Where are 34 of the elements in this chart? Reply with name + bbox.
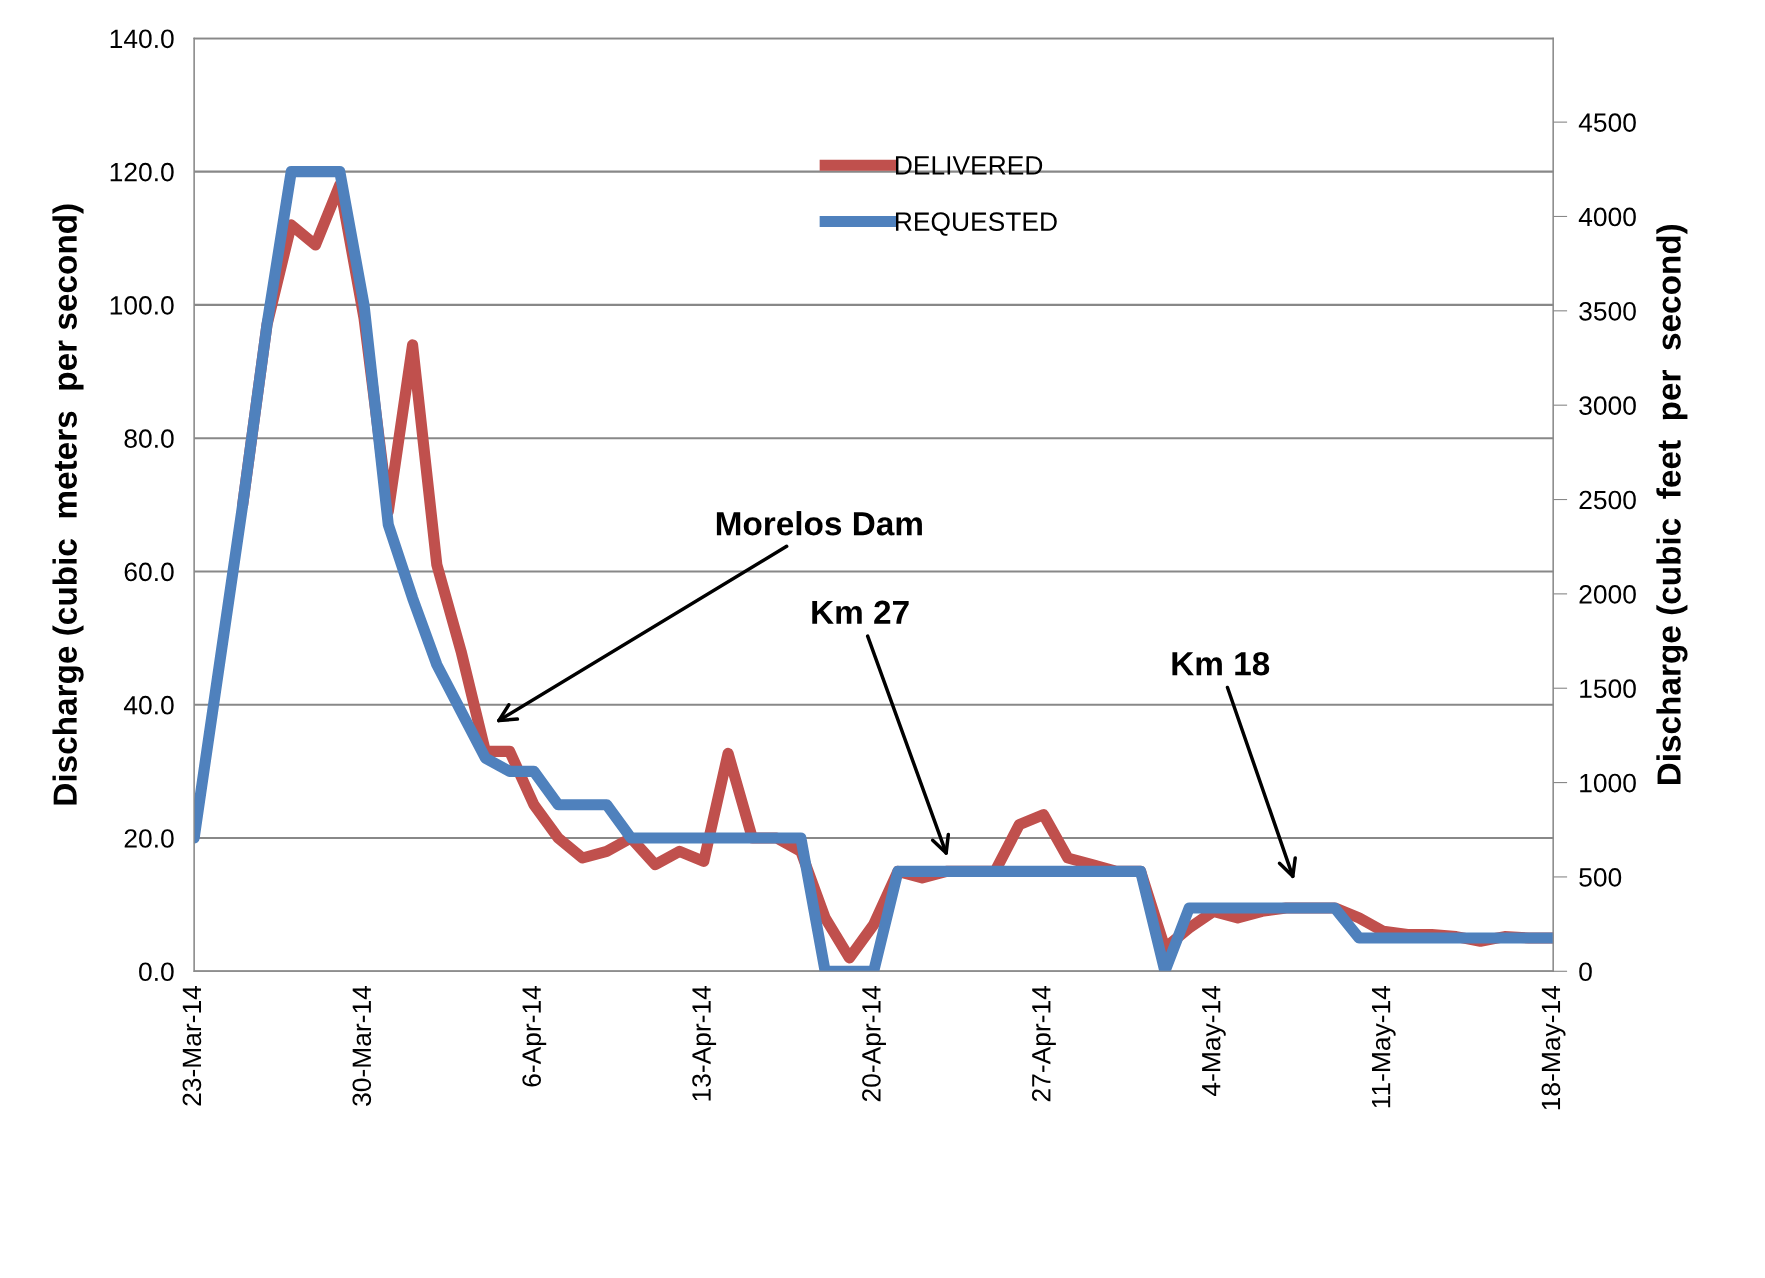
x-tick-label: 27-Apr-14 bbox=[1031, 985, 1056, 1102]
y-tick-label: 20.0 bbox=[124, 829, 174, 848]
annotation: Km 27 bbox=[812, 600, 909, 624]
y-tick-label: 60.0 bbox=[124, 562, 174, 582]
y2-tick-label: 4500 bbox=[1578, 113, 1636, 132]
y2-tick-label: 0 bbox=[1579, 962, 1592, 982]
annotation: Morelos Dam bbox=[716, 511, 922, 536]
x-tick-label: 4-May-14 bbox=[1202, 985, 1226, 1097]
y2-axis-title: Discharge (cubic feet per second) bbox=[1656, 224, 1688, 785]
legend-label: REQUESTED bbox=[895, 212, 1057, 236]
y2-tick-label: 3500 bbox=[1579, 301, 1636, 321]
x-tick-label: 30-Mar-14 bbox=[352, 985, 372, 1106]
y2-tick-label: 2500 bbox=[1579, 490, 1636, 510]
x-tick-label: 6-Apr-14 bbox=[522, 985, 547, 1087]
y2-tick-label: 1500 bbox=[1580, 679, 1636, 699]
annotation: Km 18 bbox=[1172, 651, 1270, 676]
y-tick-label: 80.0 bbox=[124, 429, 174, 448]
y-tick-label: 0.0 bbox=[139, 962, 174, 982]
y-tick-label: 40.0 bbox=[123, 695, 174, 715]
y2-tick-label: 500 bbox=[1579, 868, 1622, 887]
y2-tick-label: 3000 bbox=[1579, 396, 1636, 415]
x-tick-label: 11-May-14 bbox=[1371, 985, 1396, 1108]
x-tick-label: 20-Apr-14 bbox=[862, 985, 886, 1102]
y-axis-title: Discharge (cubic meters per second) bbox=[52, 204, 84, 805]
legend-label: DELIVERED bbox=[895, 156, 1043, 175]
y2-tick-label: 4000 bbox=[1578, 207, 1636, 227]
y-tick-label: 120.0 bbox=[110, 162, 174, 182]
x-tick-label: 23-Mar-14 bbox=[182, 985, 202, 1106]
y-tick-label: 100.0 bbox=[110, 296, 174, 315]
y2-tick-label: 2000 bbox=[1579, 585, 1636, 604]
y-tick-label: 140.0 bbox=[110, 29, 174, 49]
y2-tick-label: 1000 bbox=[1580, 773, 1636, 793]
x-tick-label: 13-Apr-14 bbox=[692, 985, 717, 1101]
x-tick-label: 18-May-14 bbox=[1541, 985, 1566, 1110]
